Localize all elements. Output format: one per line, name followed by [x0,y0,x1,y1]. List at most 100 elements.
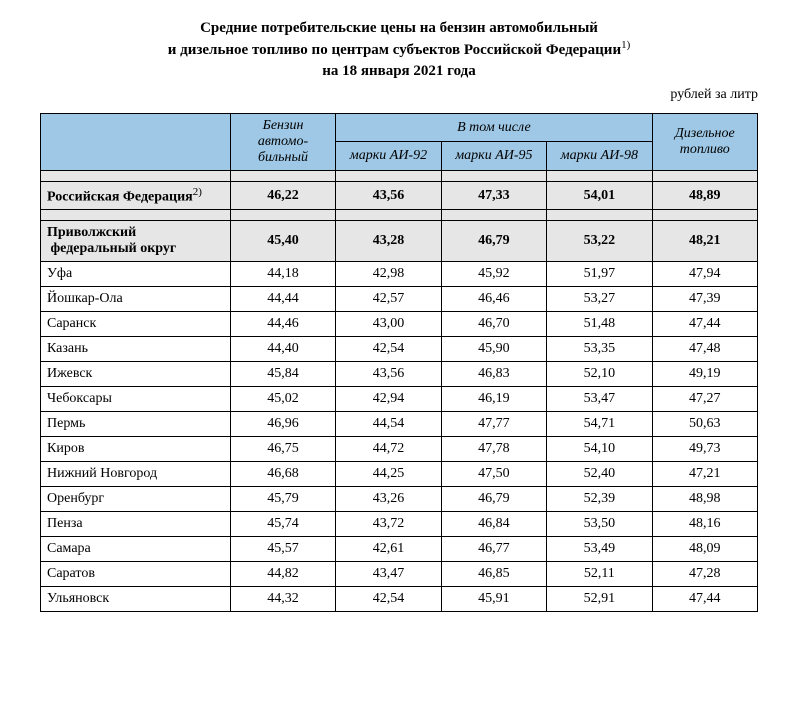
price-value: 45,57 [230,537,335,562]
region-label: Нижний Новгород [41,462,231,487]
region-label: Уфа [41,262,231,287]
price-value: 47,39 [652,287,757,312]
summary-value: 43,28 [336,221,441,262]
table-row: Пенза45,7443,7246,8453,5048,16 [41,512,758,537]
price-value: 47,50 [441,462,546,487]
col-group: В том числе [336,113,652,142]
price-value: 53,50 [547,512,652,537]
summary-value: 54,01 [547,181,652,210]
table-row: Чебоксары45,0242,9446,1953,4747,27 [41,387,758,412]
region-label: Ижевск [41,362,231,387]
summary-value: 46,22 [230,181,335,210]
price-value: 42,61 [336,537,441,562]
region-label: Оренбург [41,487,231,512]
title-line3: на 18 января 2021 года [322,63,476,79]
price-value: 47,94 [652,262,757,287]
col-ai95: марки АИ-95 [441,142,546,171]
price-value: 45,74 [230,512,335,537]
summary-label: Приволжский федеральный округ [41,221,231,262]
title-footnote-1: 1) [621,39,630,51]
price-value: 44,82 [230,562,335,587]
price-value: 53,47 [547,387,652,412]
region-label: Пенза [41,512,231,537]
summary-value: 43,56 [336,181,441,210]
price-value: 48,09 [652,537,757,562]
price-value: 44,54 [336,412,441,437]
price-value: 54,10 [547,437,652,462]
table-row: Нижний Новгород46,6844,2547,5052,4047,21 [41,462,758,487]
region-label: Казань [41,337,231,362]
table-row: Ижевск45,8443,5646,8352,1049,19 [41,362,758,387]
price-value: 46,77 [441,537,546,562]
price-value: 49,73 [652,437,757,462]
price-value: 44,44 [230,287,335,312]
price-value: 51,48 [547,312,652,337]
price-value: 47,44 [652,587,757,612]
price-value: 43,26 [336,487,441,512]
price-value: 45,02 [230,387,335,412]
col-benzin: Бензин автомо-бильный [230,113,335,170]
price-value: 43,56 [336,362,441,387]
region-label: Йошкар-Ола [41,287,231,312]
price-value: 46,19 [441,387,546,412]
title-line2: и дизельное топливо по центрам субъектов… [168,42,631,58]
price-value: 45,84 [230,362,335,387]
page-title: Средние потребительские цены на бензин а… [40,18,758,81]
price-value: 51,97 [547,262,652,287]
price-value: 52,91 [547,587,652,612]
footnote-marker: 2) [193,186,202,198]
price-value: 43,72 [336,512,441,537]
col-ai92: марки АИ-92 [336,142,441,171]
unit-label: рублей за литр [40,87,758,103]
price-value: 44,46 [230,312,335,337]
table-body: Российская Федерация2)46,2243,5647,3354,… [41,170,758,612]
price-value: 46,46 [441,287,546,312]
table-row: Саратов44,8243,4746,8552,1147,28 [41,562,758,587]
price-value: 45,92 [441,262,546,287]
price-value: 44,32 [230,587,335,612]
price-value: 42,54 [336,337,441,362]
table-row: Оренбург45,7943,2646,7952,3948,98 [41,487,758,512]
table-row: Йошкар-Ола44,4442,5746,4653,2747,39 [41,287,758,312]
price-value: 46,68 [230,462,335,487]
summary-value: 48,89 [652,181,757,210]
region-label: Саратов [41,562,231,587]
price-value: 45,79 [230,487,335,512]
region-label: Чебоксары [41,387,231,412]
summary-value: 46,79 [441,221,546,262]
region-label: Саранск [41,312,231,337]
col-region [41,113,231,170]
price-value: 45,90 [441,337,546,362]
price-value: 42,57 [336,287,441,312]
table-row: Пермь46,9644,5447,7754,7150,63 [41,412,758,437]
price-value: 47,77 [441,412,546,437]
price-value: 48,16 [652,512,757,537]
price-value: 47,27 [652,387,757,412]
price-value: 46,83 [441,362,546,387]
region-label: Киров [41,437,231,462]
table-row: Ульяновск44,3242,5445,9152,9147,44 [41,587,758,612]
price-value: 46,79 [441,487,546,512]
price-value: 47,28 [652,562,757,587]
price-table: Бензин автомо-бильный В том числе Дизель… [40,113,758,613]
price-value: 44,40 [230,337,335,362]
summary-value: 53,22 [547,221,652,262]
price-value: 44,72 [336,437,441,462]
price-value: 46,84 [441,512,546,537]
price-value: 54,71 [547,412,652,437]
price-value: 47,78 [441,437,546,462]
region-label: Пермь [41,412,231,437]
price-value: 52,10 [547,362,652,387]
price-value: 49,19 [652,362,757,387]
price-value: 48,98 [652,487,757,512]
price-value: 44,18 [230,262,335,287]
price-value: 53,35 [547,337,652,362]
price-value: 43,47 [336,562,441,587]
price-value: 46,85 [441,562,546,587]
region-label: Ульяновск [41,587,231,612]
summary-value: 45,40 [230,221,335,262]
price-value: 47,44 [652,312,757,337]
price-value: 46,75 [230,437,335,462]
price-value: 53,27 [547,287,652,312]
price-value: 50,63 [652,412,757,437]
